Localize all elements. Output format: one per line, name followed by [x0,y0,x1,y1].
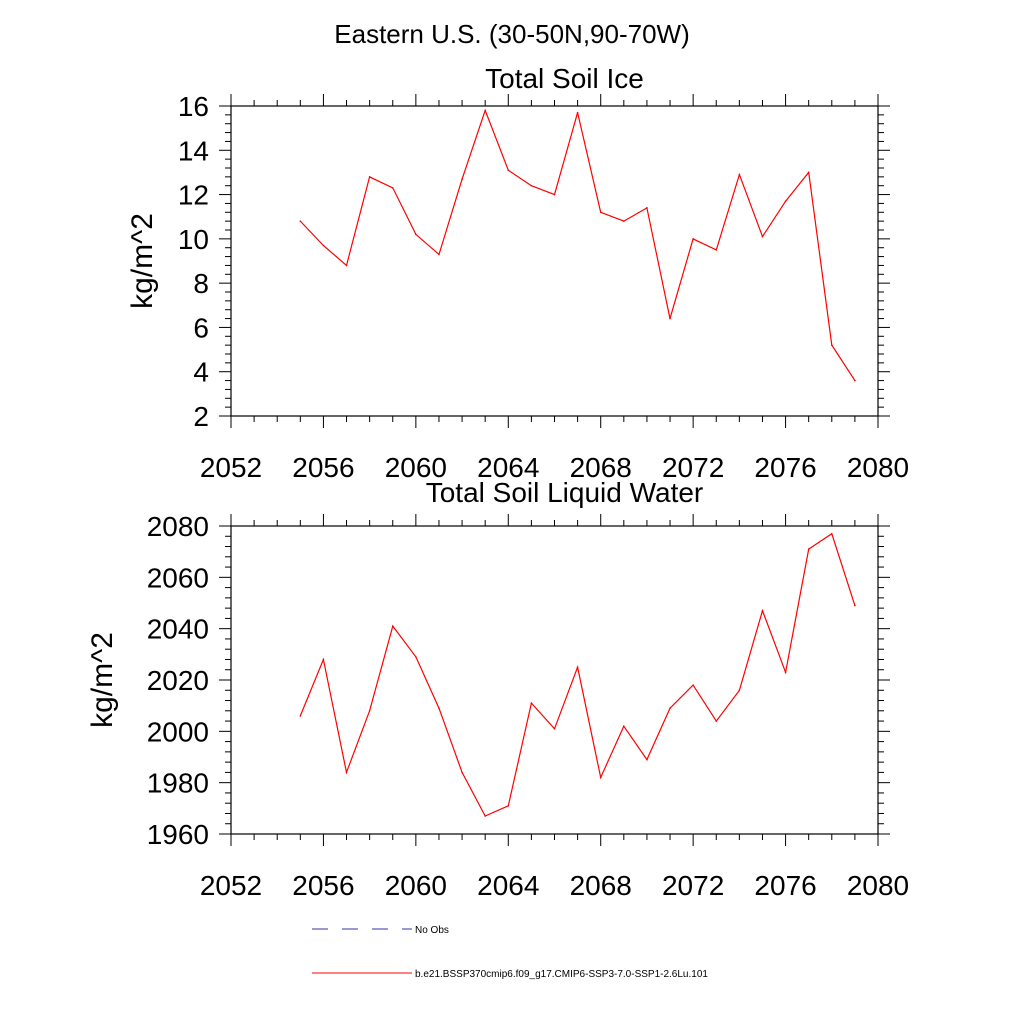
y-tick-label: 16 [178,91,209,122]
data-point [623,220,625,222]
x-tick-label: 2052 [200,870,262,901]
data-point [299,220,302,222]
data-point [761,609,764,612]
x-tick-label: 2076 [754,452,816,483]
legend-label: b.e21.BSSP370cmip6.f09_g17.CMIP6-SSP3-7.… [415,969,708,980]
x-tick-label: 2068 [570,870,632,901]
x-tick-label: 2072 [662,870,724,901]
data-point [761,235,764,238]
data-point [507,804,510,807]
series-line-1 [299,108,856,381]
y-tick-label: 10 [178,224,209,255]
x-tick-label: 2068 [570,452,632,483]
data-point [715,249,718,251]
x-tick-label: 2060 [385,452,447,483]
data-point [807,171,810,174]
data-point [692,684,694,686]
data-point [738,173,741,176]
y-tick-label: 4 [193,357,209,388]
data-point [507,169,510,172]
data-point [530,702,533,704]
data-point [830,532,833,535]
x-tick-label: 2080 [847,452,909,483]
chart-title: Total Soil Liquid Water [426,477,704,508]
x-tick-label: 2052 [200,452,262,483]
y-tick-label: 2020 [147,665,209,696]
y-tick-label: 6 [193,312,209,343]
legend-label: No Obs [415,925,449,936]
x-tick-label: 2064 [477,870,539,901]
chart-panel-2: Total Soil Liquid Water 2052 2056 2060 2064 2… [86,477,909,901]
data-point [715,720,718,722]
data-point [345,771,348,774]
data-point [530,184,533,187]
x-tick-label: 2072 [662,452,724,483]
data-point [692,238,694,240]
data-point [345,264,348,267]
x-tick-label: 2080 [847,870,909,901]
data-point [484,109,486,112]
data-point [830,344,833,346]
data-point [669,317,671,320]
y-axis-label: kg/m^2 [126,213,159,309]
x-tick-label: 2056 [292,452,354,483]
data-point [391,625,394,627]
data-point [484,815,486,817]
y-tick-label: 8 [193,268,209,299]
plot-frame [230,105,879,417]
y-tick-label: 2080 [147,511,209,542]
y-tick-label: 1960 [147,819,209,850]
data-point [784,200,787,203]
data-point [415,656,417,658]
data-point [623,725,625,727]
data-point [368,710,371,712]
data-point [738,689,741,692]
y-tick-label: 2040 [147,614,209,645]
chart-title: Total Soil Ice [485,63,644,94]
y-tick-label: 2000 [147,716,209,747]
y-tick-label: 1980 [147,768,209,799]
data-point [553,193,556,196]
data-point [322,658,325,661]
chart-panel-1: Total Soil Ice 2052 2056 2060 2064 2068 2072 20… [126,63,909,483]
data-point [438,707,440,710]
data-point [646,758,648,761]
data-point [854,379,856,382]
data-point [322,244,325,247]
data-point [599,211,602,214]
data-point [299,715,302,717]
legend-item-2: b.e21.BSSP370cmip6.f09_g17.CMIP6-SSP3-7.… [312,969,708,980]
y-tick-label: 2060 [147,562,209,593]
data-point [461,771,463,774]
data-point [784,671,787,674]
data-point [415,233,417,236]
data-point [438,253,440,256]
data-point [553,727,556,730]
x-tick-label: 2076 [754,870,816,901]
data-point [368,176,371,178]
y-tick-label: 14 [178,135,209,166]
data-point [807,548,810,550]
legend: No Obs b.e21.BSSP370cmip6.f09_g17.CMIP6-S… [312,925,708,980]
data-point [646,207,648,209]
data-point [669,707,671,710]
figure-title: Eastern U.S. (30-50N,90-70W) [334,19,689,49]
data-point [461,178,463,180]
legend-item-1: No Obs [312,925,449,936]
data-point [576,666,579,668]
data-point [576,111,579,114]
x-tick-label: 2064 [477,452,539,483]
y-axis-label: kg/m^2 [86,632,119,728]
x-tick-label: 2056 [292,870,354,901]
data-point [599,776,602,779]
series-line-1 [299,532,856,817]
data-point [391,187,394,189]
data-point [854,604,856,607]
x-tick-label: 2060 [385,870,447,901]
y-tick-label: 2 [193,401,209,432]
y-tick-label: 12 [178,180,209,211]
